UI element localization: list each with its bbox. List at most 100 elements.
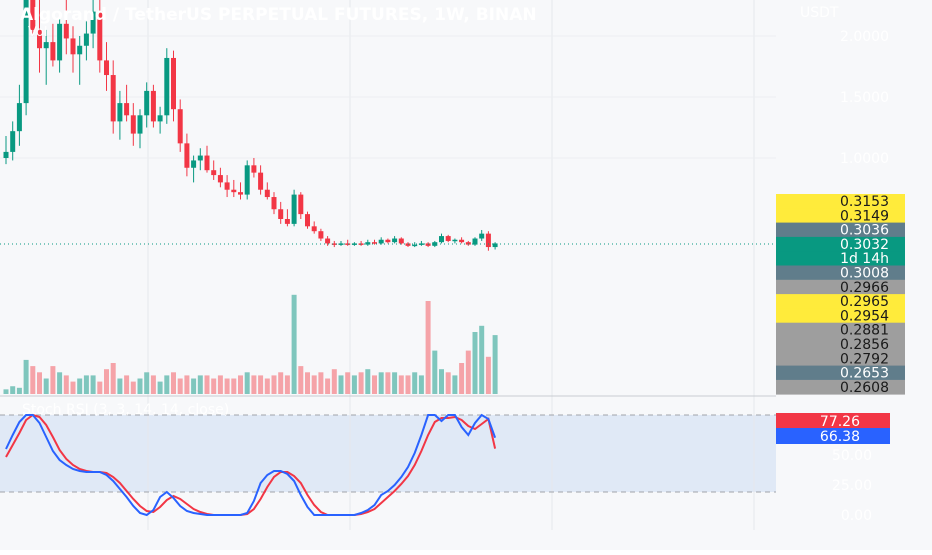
price-label-tag: 0.3008 [776, 265, 905, 282]
price-label-text: 0.2653 [840, 366, 889, 382]
volume-bar [217, 375, 223, 394]
candle [231, 179, 237, 198]
candle [23, 0, 29, 116]
price-label-tag: 0.2954 [776, 308, 905, 324]
candle [238, 182, 243, 200]
candle [164, 48, 170, 124]
candle [184, 133, 190, 177]
volume-bar [385, 372, 391, 394]
candle [251, 158, 257, 178]
candle [50, 23, 56, 67]
volume-bar [439, 369, 444, 394]
candle [16, 84, 22, 146]
volume-bar [130, 381, 136, 394]
volume-bar [271, 375, 277, 394]
volume-bar [472, 332, 478, 394]
candle [224, 175, 230, 198]
price-label-text: 0.2966 [840, 280, 889, 296]
volume-bar [224, 378, 230, 394]
stoch-lines [5, 413, 497, 517]
volume-bar [445, 372, 451, 394]
price-label-tag: 0.2856 [776, 337, 905, 353]
stoch-k-value: 77.26 [820, 414, 860, 430]
volume-bar [63, 375, 69, 394]
price-tick-label: 2.0000 [840, 29, 889, 45]
candle [445, 234, 451, 243]
candle [124, 84, 130, 122]
price-label-text: 0.3032 [840, 237, 889, 253]
volume-bar [365, 369, 371, 394]
candle [97, 0, 103, 73]
volume-bar [479, 325, 485, 394]
candle [479, 229, 485, 241]
volume-bar [43, 378, 49, 394]
grid-lines [0, 0, 776, 530]
stoch-k-line [5, 413, 497, 517]
volume-bar [124, 375, 130, 394]
price-label-text: 0.2881 [840, 323, 889, 339]
candle [405, 242, 411, 248]
volume-bar [83, 375, 89, 394]
candle [385, 238, 391, 244]
chart-title: Algorand / TetherUS PERPETUAL FUTURES, 1… [20, 5, 537, 25]
candle [264, 182, 270, 200]
volume-bar [30, 366, 36, 394]
candle [291, 189, 297, 227]
volume-bar [157, 381, 163, 394]
candle [392, 236, 398, 244]
volume-bar [238, 375, 243, 394]
volume-bar [137, 378, 143, 394]
price-label-tag: 0.2965 [776, 294, 905, 310]
volume-bar [425, 301, 431, 394]
candle [197, 148, 203, 171]
candle [150, 84, 156, 128]
candle [117, 90, 123, 140]
candle [90, 0, 96, 49]
price-label-tag: 0.3149 [776, 208, 905, 224]
volume-bar [258, 375, 264, 394]
price-label-text: 0.3036 [840, 223, 889, 239]
candle [43, 29, 49, 85]
candle [70, 26, 76, 73]
volume-bar [318, 372, 324, 394]
stoch-d-value: 66.38 [820, 429, 860, 445]
volume-bar [177, 378, 183, 394]
candle [465, 240, 471, 246]
volume-bar [325, 378, 331, 394]
volume-bar [432, 350, 438, 394]
candle [412, 242, 418, 248]
volume-bar [197, 375, 203, 394]
candle [418, 240, 424, 246]
volume-label: Vol [28, 25, 47, 40]
volume-bar [331, 369, 337, 394]
volume-bar [23, 359, 29, 394]
currency-label: USDT [800, 5, 839, 21]
stoch-d-value-tag: 66.38 [776, 428, 890, 445]
price-label-tag: 0.2881 [776, 322, 905, 339]
stoch-tick-label: 50.00 [832, 448, 872, 464]
volume-bar [16, 387, 22, 394]
volume-bar [351, 375, 357, 394]
stoch-axis-ticks: 50.00 25.00 0.00 [832, 448, 872, 524]
volume-bar [398, 375, 404, 394]
candle [217, 167, 223, 188]
candle [378, 237, 384, 245]
price-label-text: 0.3149 [840, 208, 889, 224]
price-axis-ticks: 2.0000 1.5000 1.0000 [840, 29, 889, 167]
volume-bar [264, 378, 270, 394]
volume-bar [144, 372, 150, 394]
candle [284, 209, 290, 227]
volume-bar [291, 294, 297, 394]
candle [177, 99, 183, 152]
candle [345, 239, 351, 246]
volume-bar [452, 375, 458, 394]
price-label-tag: 1d 14h [776, 251, 905, 267]
volume-bar [459, 363, 465, 394]
volume-bar [77, 378, 83, 394]
price-label-text: 0.2965 [840, 294, 889, 310]
volume-bar [372, 375, 377, 394]
candle [452, 238, 458, 244]
candle [3, 136, 9, 165]
